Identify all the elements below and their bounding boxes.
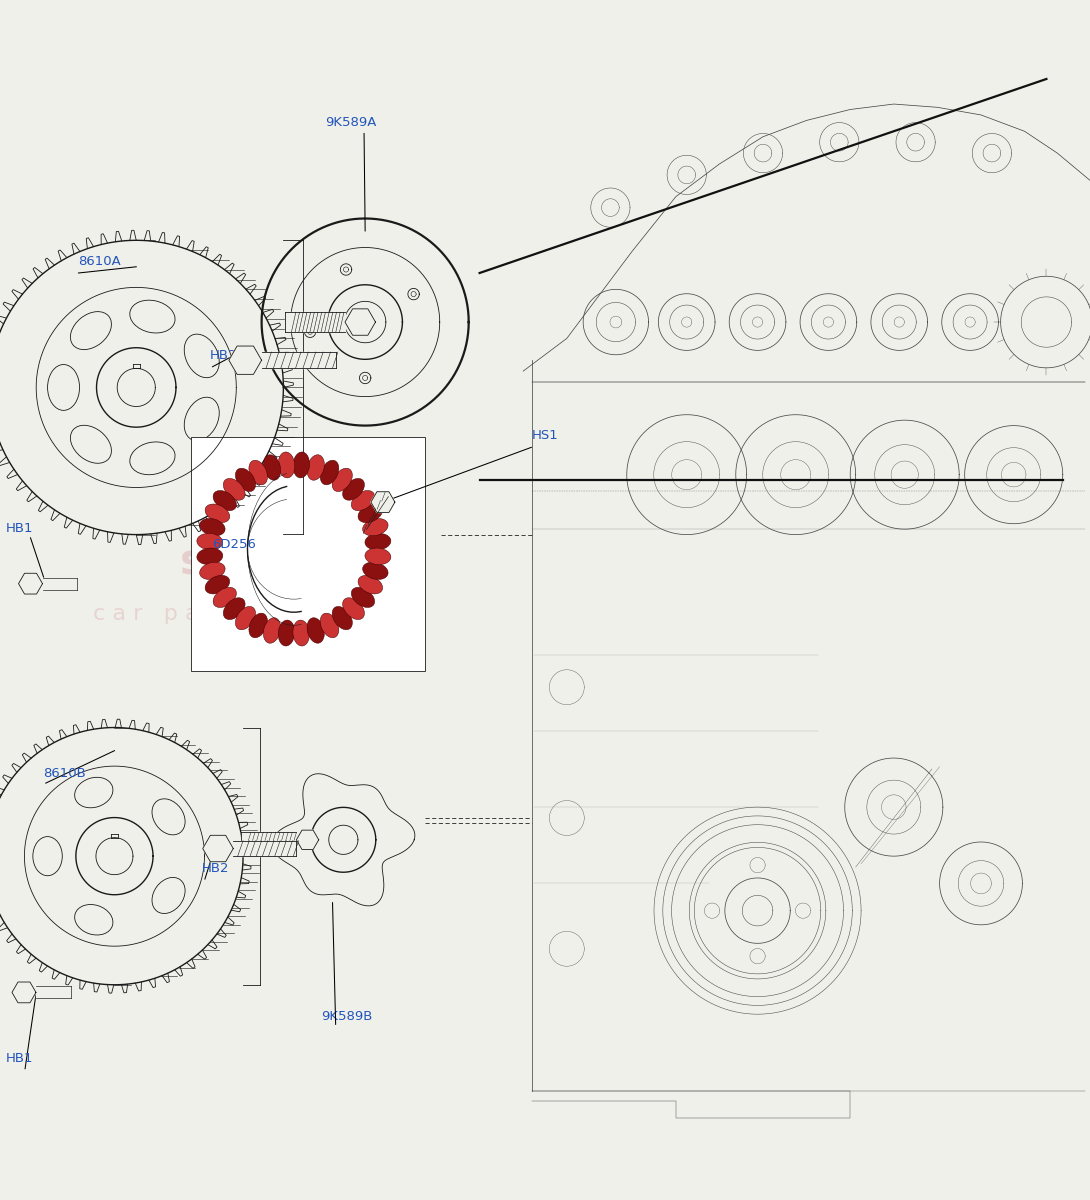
Ellipse shape	[293, 452, 310, 478]
Polygon shape	[296, 830, 318, 850]
Ellipse shape	[358, 504, 383, 523]
Ellipse shape	[223, 598, 245, 619]
Ellipse shape	[214, 491, 237, 511]
Ellipse shape	[249, 461, 267, 485]
Ellipse shape	[363, 518, 388, 536]
Text: HB1: HB1	[5, 1052, 33, 1066]
Ellipse shape	[363, 562, 388, 580]
Polygon shape	[284, 312, 344, 332]
Text: 9K589B: 9K589B	[322, 1010, 373, 1022]
Ellipse shape	[264, 618, 281, 643]
Polygon shape	[19, 574, 43, 594]
Ellipse shape	[358, 575, 383, 594]
Polygon shape	[344, 308, 375, 335]
Ellipse shape	[184, 334, 219, 378]
Ellipse shape	[199, 562, 226, 580]
Polygon shape	[271, 774, 415, 906]
Polygon shape	[203, 835, 233, 862]
Ellipse shape	[71, 425, 111, 463]
Text: HB1: HB1	[5, 522, 33, 534]
Ellipse shape	[365, 548, 391, 565]
Ellipse shape	[365, 533, 391, 550]
Ellipse shape	[74, 778, 113, 808]
Ellipse shape	[235, 606, 255, 630]
Text: 6D256: 6D256	[213, 538, 256, 551]
Ellipse shape	[332, 468, 352, 492]
Ellipse shape	[320, 461, 339, 485]
Ellipse shape	[214, 587, 237, 607]
Ellipse shape	[197, 533, 222, 550]
Ellipse shape	[351, 491, 375, 511]
Ellipse shape	[223, 479, 245, 500]
Ellipse shape	[264, 455, 281, 480]
Ellipse shape	[278, 452, 294, 478]
Text: 9K589A: 9K589A	[325, 116, 376, 130]
Ellipse shape	[342, 479, 364, 500]
Polygon shape	[233, 841, 296, 857]
Ellipse shape	[249, 613, 267, 637]
Ellipse shape	[130, 300, 175, 332]
Ellipse shape	[71, 312, 111, 349]
Polygon shape	[12, 982, 36, 1003]
Ellipse shape	[205, 504, 230, 523]
Ellipse shape	[152, 877, 185, 913]
Ellipse shape	[293, 620, 310, 646]
Ellipse shape	[197, 548, 222, 565]
Bar	[191, 437, 425, 671]
Ellipse shape	[152, 799, 185, 835]
Ellipse shape	[278, 620, 294, 646]
Polygon shape	[262, 352, 336, 368]
Ellipse shape	[351, 587, 375, 607]
Polygon shape	[371, 492, 395, 512]
Text: HS1: HS1	[532, 428, 559, 442]
Text: 8610B: 8610B	[44, 767, 86, 780]
Ellipse shape	[235, 468, 255, 492]
Polygon shape	[229, 346, 262, 374]
Ellipse shape	[130, 442, 175, 475]
Ellipse shape	[320, 613, 339, 637]
Ellipse shape	[33, 836, 62, 876]
Text: HB2: HB2	[209, 349, 237, 362]
Ellipse shape	[307, 618, 325, 643]
Ellipse shape	[48, 365, 80, 410]
Text: HB2: HB2	[202, 862, 229, 875]
Ellipse shape	[199, 518, 226, 536]
Ellipse shape	[74, 905, 113, 935]
Ellipse shape	[307, 455, 325, 480]
Text: 8610A: 8610A	[78, 254, 121, 268]
Ellipse shape	[332, 606, 352, 630]
Polygon shape	[43, 577, 77, 589]
Polygon shape	[36, 986, 71, 998]
Polygon shape	[241, 833, 296, 847]
Text: scuderia: scuderia	[180, 541, 379, 583]
Ellipse shape	[342, 598, 364, 619]
Ellipse shape	[205, 575, 230, 594]
Text: c a r   p a r t s: c a r p a r t s	[93, 604, 250, 624]
Ellipse shape	[184, 397, 219, 440]
